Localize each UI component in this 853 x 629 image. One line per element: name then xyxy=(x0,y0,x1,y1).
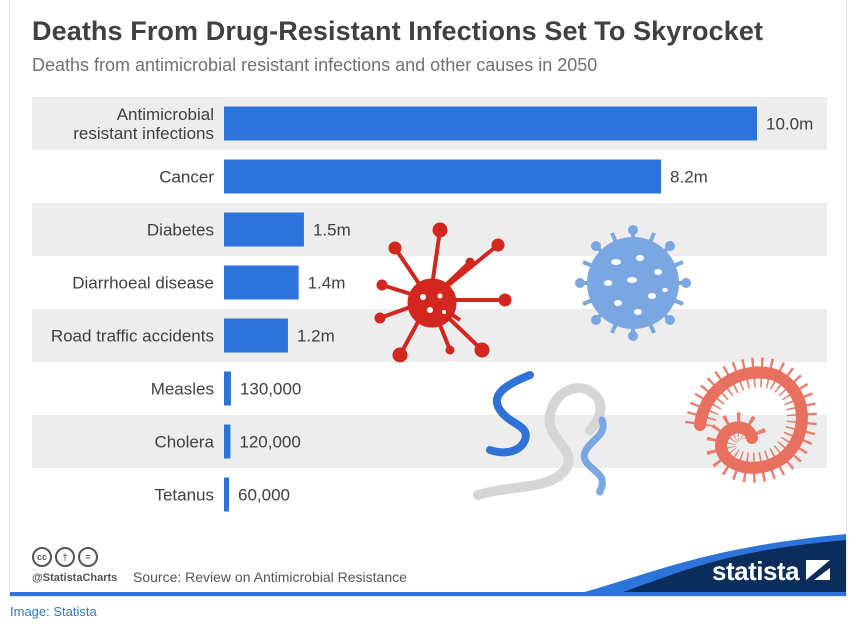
bar xyxy=(224,106,757,141)
value-label: 10.0m xyxy=(766,115,813,134)
statista-logo-icon xyxy=(806,560,830,580)
bar xyxy=(224,212,304,247)
cc-icon: cc xyxy=(32,547,52,567)
chart-card: Deaths From Drug-Resistant Infections Se… xyxy=(10,0,846,596)
bar xyxy=(224,424,231,459)
category-label: Cholera xyxy=(154,433,214,452)
grey-bacteria-chain-icon xyxy=(473,382,606,500)
bar xyxy=(224,371,231,406)
microbe-illustrations xyxy=(374,222,817,500)
license-icons: cc † = xyxy=(32,547,98,567)
bar xyxy=(224,265,299,300)
category-label: Tetanus xyxy=(154,486,214,505)
value-label: 120,000 xyxy=(239,433,300,452)
category-label: Cancer xyxy=(159,168,214,187)
row-band xyxy=(32,203,827,256)
category-label: Antimicrobial resistant infections xyxy=(73,105,214,143)
category-label: Diarrhoeal disease xyxy=(72,274,214,293)
blue-virus-icon xyxy=(575,225,691,341)
value-label: 130,000 xyxy=(240,380,301,399)
image-credit: Image: Statista xyxy=(10,604,97,619)
statista-handle: @StatistaCharts xyxy=(32,572,118,584)
value-label: 1.4m xyxy=(308,274,346,293)
by-icon: † xyxy=(55,547,75,567)
value-label: 60,000 xyxy=(238,486,290,505)
bar xyxy=(224,159,662,194)
light-blue-bacteria-icon xyxy=(580,416,607,496)
red-virus-icon xyxy=(374,222,512,363)
category-label: Road traffic accidents xyxy=(51,327,214,346)
value-label: 8.2m xyxy=(670,168,708,187)
bar xyxy=(224,477,229,512)
value-label: 1.5m xyxy=(313,221,351,240)
category-label: Diabetes xyxy=(147,221,214,240)
bar xyxy=(224,318,288,353)
salmon-worm-icon xyxy=(685,357,817,483)
chart-subtitle: Deaths from antimicrobial resistant infe… xyxy=(32,55,598,75)
value-label: 1.2m xyxy=(297,327,335,346)
source-note: Source: Review on Antimicrobial Resistan… xyxy=(133,569,407,585)
category-label: Measles xyxy=(151,380,214,399)
blue-bacteria-icon xyxy=(486,371,534,457)
nd-icon: = xyxy=(78,547,98,567)
statista-logo[interactable]: statista xyxy=(712,556,800,586)
chart-title: Deaths From Drug-Resistant Infections Se… xyxy=(32,16,764,46)
brand-banner xyxy=(10,534,846,596)
